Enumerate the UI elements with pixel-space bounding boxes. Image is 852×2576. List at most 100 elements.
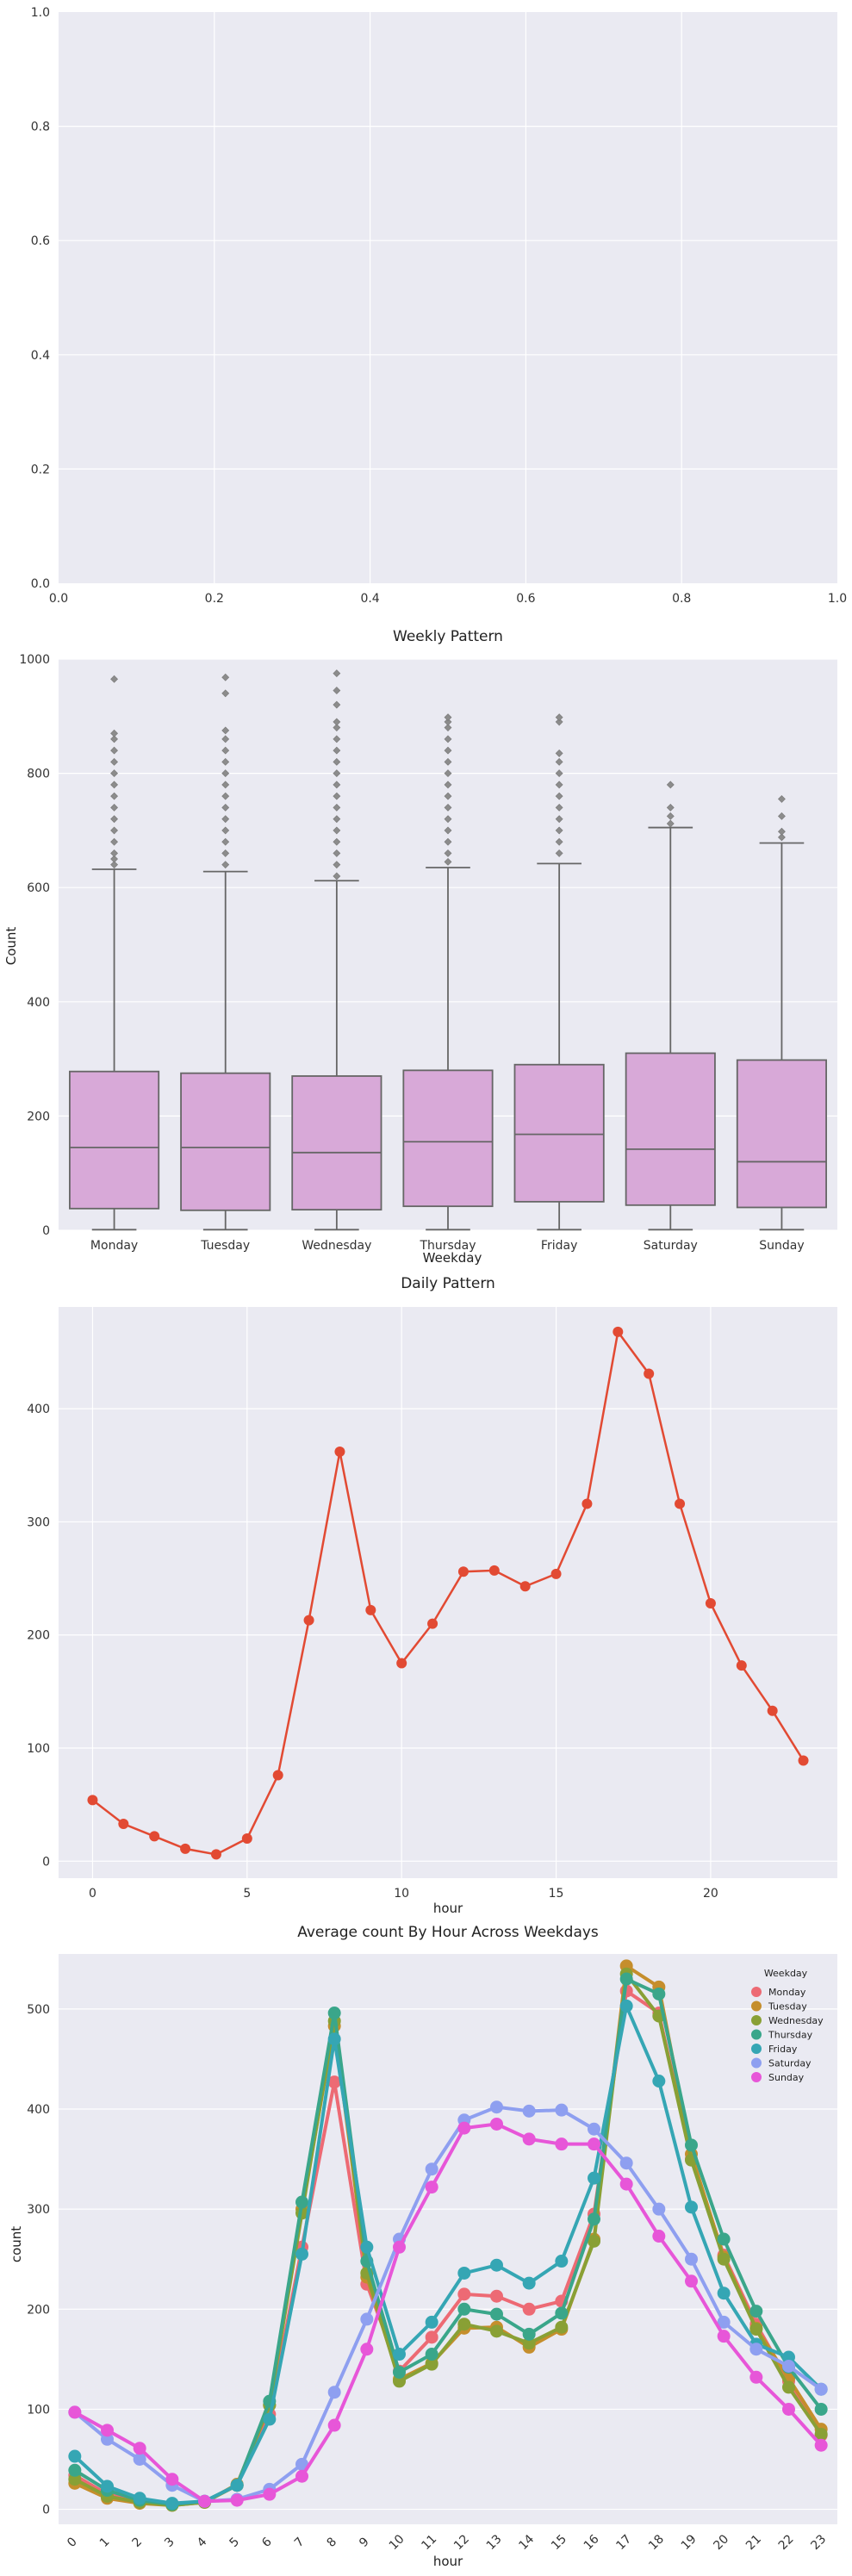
box-outlier-point bbox=[333, 815, 341, 824]
box-iqr bbox=[69, 1070, 160, 1210]
weekly-pattern-y-tick-label: 800 bbox=[27, 768, 50, 781]
box-outlier-point bbox=[555, 749, 563, 757]
box-outlier-point bbox=[444, 792, 452, 800]
series-point-thursday bbox=[555, 2306, 569, 2320]
daily-pattern-point bbox=[210, 1849, 221, 1860]
empty-axes-y-tick-label: 0.8 bbox=[31, 121, 50, 134]
box-outlier-point bbox=[221, 837, 230, 846]
daily-pattern-point bbox=[365, 1604, 376, 1615]
series-point-wednesday bbox=[490, 2324, 503, 2338]
series-point-sunday bbox=[457, 2121, 471, 2135]
series-point-thursday bbox=[652, 1987, 666, 2000]
box-outlier-point bbox=[444, 713, 452, 722]
box-outlier-point bbox=[110, 855, 118, 863]
box-iqr bbox=[180, 1072, 271, 1211]
series-point-friday bbox=[295, 2247, 308, 2261]
hourly-weekday-ylabel: count bbox=[9, 2226, 24, 2262]
box-outlier-point bbox=[555, 781, 563, 789]
box-iqr bbox=[625, 1052, 716, 1206]
box-outlier-point bbox=[444, 857, 452, 866]
series-point-saturday bbox=[588, 2122, 600, 2136]
series-point-thursday bbox=[685, 2138, 698, 2152]
series-point-sunday bbox=[749, 2370, 763, 2384]
weekly-pattern-y-tick-label: 600 bbox=[27, 881, 50, 895]
series-point-wednesday bbox=[749, 2323, 763, 2336]
series-point-monday bbox=[490, 2289, 503, 2303]
box-outlier-point bbox=[110, 837, 118, 846]
series-line-sunday bbox=[73, 2122, 823, 2504]
daily-pattern-point bbox=[613, 1326, 624, 1337]
empty-axes-y-tick-label: 0.0 bbox=[31, 577, 50, 591]
series-point-thursday bbox=[717, 2232, 731, 2246]
legend-marker-wednesday bbox=[751, 2015, 762, 2025]
box-outlier-point bbox=[778, 812, 786, 820]
box-outlier-point bbox=[555, 849, 563, 857]
series-point-saturday bbox=[717, 2315, 731, 2329]
legend-marker-monday bbox=[751, 1987, 762, 1997]
box-outlier-point bbox=[110, 729, 118, 737]
series-point-saturday bbox=[425, 2162, 438, 2176]
box-outlier-point bbox=[555, 769, 563, 778]
box-outlier-point bbox=[333, 861, 341, 869]
series-point-friday bbox=[619, 1999, 633, 2013]
series-point-wednesday bbox=[717, 2252, 731, 2266]
box-outlier-point bbox=[333, 803, 341, 812]
box-outlier-point bbox=[110, 735, 118, 744]
box-outlier-point bbox=[444, 724, 452, 731]
daily-pattern-point bbox=[149, 1831, 160, 1842]
box-outlier-point bbox=[666, 812, 675, 820]
series-point-saturday bbox=[749, 2343, 763, 2356]
box-outlier-point bbox=[110, 757, 118, 766]
daily-pattern-point bbox=[396, 1658, 407, 1669]
box-outlier-point bbox=[221, 735, 230, 744]
empty-axes-y-tick-label: 1.0 bbox=[31, 6, 50, 20]
series-point-sunday bbox=[782, 2402, 795, 2416]
series-point-sunday bbox=[555, 2137, 569, 2151]
series-point-wednesday bbox=[555, 2320, 569, 2334]
box-outlier-point bbox=[555, 757, 563, 766]
empty-axes-y-tick-label: 0.2 bbox=[31, 463, 50, 476]
series-point-friday bbox=[490, 2258, 503, 2272]
series-point-monday bbox=[327, 2075, 341, 2089]
hourly-weekday-y-tick-label: 0 bbox=[42, 2504, 50, 2517]
weekly-pattern-boxplot: Weekly Pattern Weekday Count 0 200 400 600 8… bbox=[3, 628, 837, 1266]
legend-label-monday: Monday bbox=[768, 1987, 806, 1998]
series-point-friday bbox=[782, 2350, 795, 2364]
empty-axes-y-tick-label: 0.6 bbox=[31, 234, 50, 248]
series-point-friday bbox=[68, 2449, 82, 2463]
box-outlier-point bbox=[666, 781, 675, 789]
weekly-pattern-y-tick-label: 1000 bbox=[19, 653, 50, 667]
box-outlier-point bbox=[778, 827, 786, 836]
series-point-thursday bbox=[490, 2307, 503, 2321]
daily-pattern-point bbox=[798, 1755, 809, 1766]
daily-pattern-plot-area bbox=[59, 1307, 837, 1878]
box-outlier-point bbox=[444, 781, 452, 789]
series-point-monday bbox=[457, 2287, 471, 2301]
box-outlier-point bbox=[333, 724, 341, 731]
box-outlier-point bbox=[444, 803, 452, 812]
daily-pattern-point bbox=[736, 1660, 747, 1671]
box-outlier-point bbox=[444, 769, 452, 778]
series-point-sunday bbox=[68, 2405, 82, 2419]
box-outlier-point bbox=[444, 735, 452, 744]
box-outlier-point bbox=[333, 769, 341, 778]
hourly-weekday-xlabel: hour bbox=[433, 2554, 463, 2569]
box-outlier-point bbox=[110, 803, 118, 812]
daily-pattern-point bbox=[241, 1833, 252, 1845]
empty-axes-x-tick-label: 1.0 bbox=[828, 592, 847, 606]
box-outlier-point bbox=[333, 849, 341, 857]
box-outlier-point bbox=[221, 781, 230, 789]
box-outlier-point bbox=[333, 781, 341, 789]
daily-pattern-point bbox=[303, 1615, 314, 1626]
series-point-friday bbox=[717, 2287, 731, 2300]
series-point-saturday bbox=[101, 2432, 114, 2446]
series-point-wednesday bbox=[782, 2380, 795, 2394]
empty-axes-x-tick-label: 0.0 bbox=[49, 592, 68, 606]
box-outlier-point bbox=[333, 826, 341, 835]
empty-axes-y-tick-label: 0.4 bbox=[31, 349, 50, 363]
series-point-sunday bbox=[685, 2274, 698, 2288]
weekly-pattern-ylabel: Count bbox=[3, 927, 19, 966]
legend-marker-tuesday bbox=[751, 2000, 762, 2012]
box-outlier-point bbox=[333, 718, 341, 726]
